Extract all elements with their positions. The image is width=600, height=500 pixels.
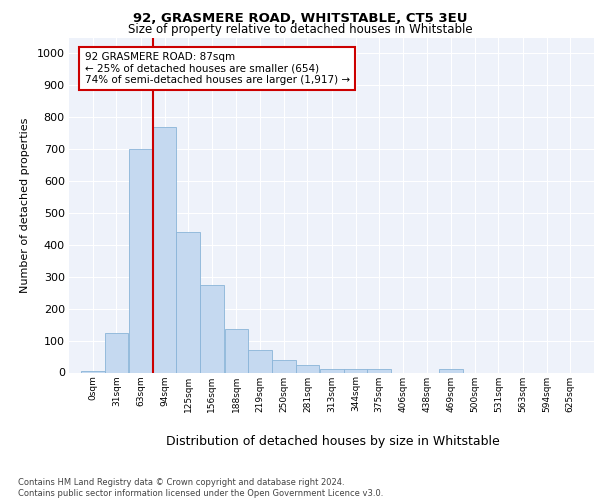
Bar [439,370,463,372]
Bar [344,370,367,372]
Bar [81,371,104,372]
Bar [367,370,391,372]
Text: Size of property relative to detached houses in Whitstable: Size of property relative to detached ho… [128,22,472,36]
Bar [272,360,296,372]
Y-axis label: Number of detached properties: Number of detached properties [20,118,30,292]
Text: Distribution of detached houses by size in Whitstable: Distribution of detached houses by size … [166,435,500,448]
Bar [152,127,176,372]
Text: 92, GRASMERE ROAD, WHITSTABLE, CT5 3EU: 92, GRASMERE ROAD, WHITSTABLE, CT5 3EU [133,12,467,26]
Text: 92 GRASMERE ROAD: 87sqm
← 25% of detached houses are smaller (654)
74% of semi-d: 92 GRASMERE ROAD: 87sqm ← 25% of detache… [85,52,350,85]
Text: Contains HM Land Registry data © Crown copyright and database right 2024.
Contai: Contains HM Land Registry data © Crown c… [18,478,383,498]
Bar [296,366,319,372]
Bar [224,330,248,372]
Bar [104,332,128,372]
Bar [176,232,200,372]
Bar [320,370,344,372]
Bar [248,350,272,372]
Bar [129,149,152,372]
Bar [200,285,224,372]
